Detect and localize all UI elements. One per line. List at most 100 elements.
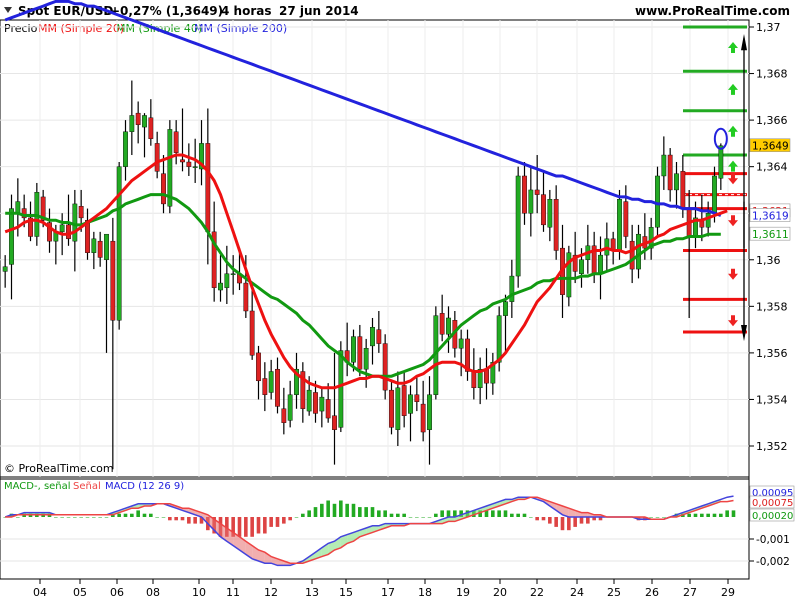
candle-body [287,394,293,421]
macd-hist-bar [408,517,413,518]
macd-hist-bar [92,517,96,518]
candle-body [439,313,445,335]
macd-legend-1: MACD-, señal [4,481,71,492]
macd-hist-bar [16,517,20,518]
candle-body [218,282,223,291]
macd-fill [239,536,246,555]
candle-body [395,387,401,430]
price-tag-box [749,138,791,153]
menu-icon[interactable] [4,7,12,13]
macd-tag-label: 0,00075 [752,498,793,509]
macd-hist-bar [98,517,102,518]
legend-price: Precio [4,22,38,35]
price-tag-label: 1,3611 [752,229,789,241]
y-tick-label: 1,37 [756,21,781,34]
candle-body [667,154,673,191]
candle-body [135,112,141,125]
macd-legend-2: Señal [73,481,101,492]
macd-hist-bar [142,513,147,517]
macd-hist-bar [687,513,691,517]
macd-hist-bar [104,517,109,518]
candle-body [332,415,337,430]
x-tick-label: 17 [381,586,395,599]
x-tick-label: 29 [721,586,735,599]
ma20-line [4,153,728,390]
macd-hist-bar [117,513,121,517]
change-value: +0,27% (1,3649) [110,4,223,18]
candle-body [325,399,331,419]
macd-tag-box [749,495,795,509]
macd-panel [0,476,750,580]
macd-hist-bar [427,517,432,518]
macd-hist-bar [579,517,584,524]
macd-hist-bar [712,513,717,517]
macd-hist-bar [320,503,324,517]
macd-hist-bar [554,517,558,527]
x-tick-label: 11 [226,586,240,599]
macd-hist-bar [586,517,590,524]
ma40-line [5,193,721,378]
x-tick-label: 06 [110,586,124,599]
macd-hist-bar [225,517,229,537]
candle-body [199,143,204,170]
candle-body [161,173,166,205]
candles [2,80,728,470]
x-tick-label: 19 [456,586,470,599]
macd-hist-bar [66,517,71,518]
candle-body [547,199,553,228]
macd-hist-bar [453,510,457,517]
candle-body [2,266,8,272]
macd-hist-bar [307,510,311,517]
candle-body [85,220,90,253]
macd-hist-bar [79,517,83,518]
macd-histogram [3,497,736,566]
candle-body [579,259,584,274]
macd-hist-bar [719,513,723,517]
x-tick-label: 26 [645,586,659,599]
macd-hist-bar [541,517,546,521]
candle-body [180,159,185,163]
candle-body [414,394,420,402]
y-tick-label: 1,364 [756,161,788,174]
macd-hist-bar [73,517,77,518]
candle-body [503,301,508,316]
x-tick-label: 20 [493,586,507,599]
macd-tag-label: 0,00095 [752,488,793,499]
macd-hist-bar [662,517,666,518]
candle-body [534,189,540,195]
arrow-head-icon [741,324,747,342]
candle-body [496,315,502,363]
candle-body [205,143,211,233]
candle-body [319,396,325,412]
macd-hist-bar [294,517,299,518]
copyright: © ProRealTime.com [4,462,114,475]
timeframe-label: 4 horas [221,4,271,18]
y-tick-label: 1,358 [756,300,788,313]
macd-hist-bar [174,517,178,521]
macd-hist-bar [478,510,482,517]
macd-hist-bar [516,513,520,517]
candle-body [680,171,686,209]
macd-y-tick-label: -0,001 [756,534,790,546]
macd-hist-bar [351,503,356,517]
macd-hist-bar [339,500,343,517]
macd-fill [201,512,208,524]
x-axis: 04 05 06 08 10 11 12 13 15 17 18 19 20 22 24 25 26 27 29 [33,579,735,599]
candle-body [167,129,173,207]
macd-fill [214,519,221,537]
x-tick-label: 24 [570,586,584,599]
macd-hist-bar [358,507,362,517]
macd-fill [562,506,569,517]
candle-body [294,368,299,395]
macd-hist-bar [326,500,330,517]
target-arrows [728,33,747,342]
macd-hist-bar [440,510,444,517]
x-tick-label: 05 [73,586,87,599]
candle-body [370,327,375,347]
macd-hist-bar [54,517,58,518]
macd-hist-bar [731,510,736,517]
candle-body [718,145,724,179]
candle-body [224,273,230,288]
